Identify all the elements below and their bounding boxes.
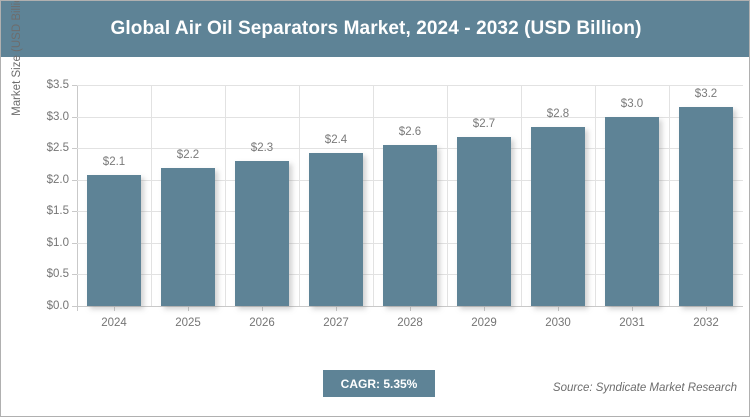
gridline bbox=[77, 116, 743, 118]
bar[interactable] bbox=[161, 168, 215, 306]
category-separator bbox=[521, 85, 522, 306]
x-axis-tick-label: 2029 bbox=[471, 317, 497, 329]
category-separator bbox=[299, 85, 300, 306]
bar-value-label: $3.0 bbox=[620, 98, 644, 111]
gridline bbox=[77, 85, 743, 86]
x-axis-tick-label: 2026 bbox=[249, 317, 275, 329]
y-axis-title: Market Size (USD Billion) bbox=[11, 0, 23, 116]
cagr-badge: CAGR: 5.35% bbox=[323, 370, 435, 397]
y-axis-tick-label: $2.0 bbox=[46, 173, 69, 186]
source-note: Source: Syndicate Market Research bbox=[552, 382, 737, 394]
bar-value-label: $2.7 bbox=[472, 117, 496, 130]
y-axis-spine bbox=[77, 85, 78, 311]
bar-value-label: $2.3 bbox=[250, 141, 274, 154]
cagr-label: CAGR: 5.35% bbox=[340, 376, 418, 391]
x-axis-tick-label: 2027 bbox=[323, 317, 349, 329]
bar[interactable] bbox=[457, 136, 511, 306]
y-axis-tick-label: $1.5 bbox=[46, 205, 69, 218]
bar-value-label: $2.8 bbox=[546, 108, 570, 121]
bar[interactable] bbox=[679, 107, 733, 306]
x-axis-tick-label: 2025 bbox=[175, 317, 201, 329]
x-axis-tick-label: 2031 bbox=[619, 317, 645, 329]
bar[interactable] bbox=[531, 127, 585, 306]
y-axis-tick-label: $0.5 bbox=[46, 268, 69, 281]
page-title: Global Air Oil Separators Market, 2024 -… bbox=[110, 18, 642, 39]
plot-area: $2.1 $2.2 $2.3 $2.4 $2.6 $2.7 $2.8 $3.0 $3.2 bbox=[77, 85, 743, 307]
x-axis-tick-label: 2028 bbox=[397, 317, 423, 329]
bar[interactable] bbox=[235, 160, 289, 306]
category-separator bbox=[373, 85, 374, 306]
bar-value-label: $2.2 bbox=[176, 149, 200, 162]
x-axis-tick-label: 2024 bbox=[101, 317, 127, 329]
gridline bbox=[77, 306, 743, 307]
bar-value-label: $2.4 bbox=[324, 134, 348, 147]
y-axis-tick-label: $1.0 bbox=[46, 236, 69, 249]
x-axis-tick-label: 2030 bbox=[545, 317, 571, 329]
bar[interactable] bbox=[605, 117, 659, 306]
category-separator bbox=[595, 85, 596, 306]
bar-value-label: $3.2 bbox=[694, 88, 718, 101]
bar[interactable] bbox=[383, 145, 437, 306]
y-axis-tick-label: $2.5 bbox=[46, 142, 69, 155]
category-separator bbox=[151, 85, 152, 306]
bar[interactable] bbox=[309, 153, 363, 306]
bar-value-label: $2.1 bbox=[102, 155, 126, 168]
bar[interactable] bbox=[87, 174, 141, 306]
category-separator bbox=[447, 85, 448, 306]
category-separator bbox=[225, 85, 226, 306]
x-axis-tick-label: 2032 bbox=[693, 317, 719, 329]
chart-header-band: Global Air Oil Separators Market, 2024 -… bbox=[1, 1, 749, 57]
category-separator bbox=[669, 85, 670, 306]
bar-value-label: $2.6 bbox=[398, 125, 422, 138]
y-axis-tick-label: $0.0 bbox=[46, 300, 69, 312]
